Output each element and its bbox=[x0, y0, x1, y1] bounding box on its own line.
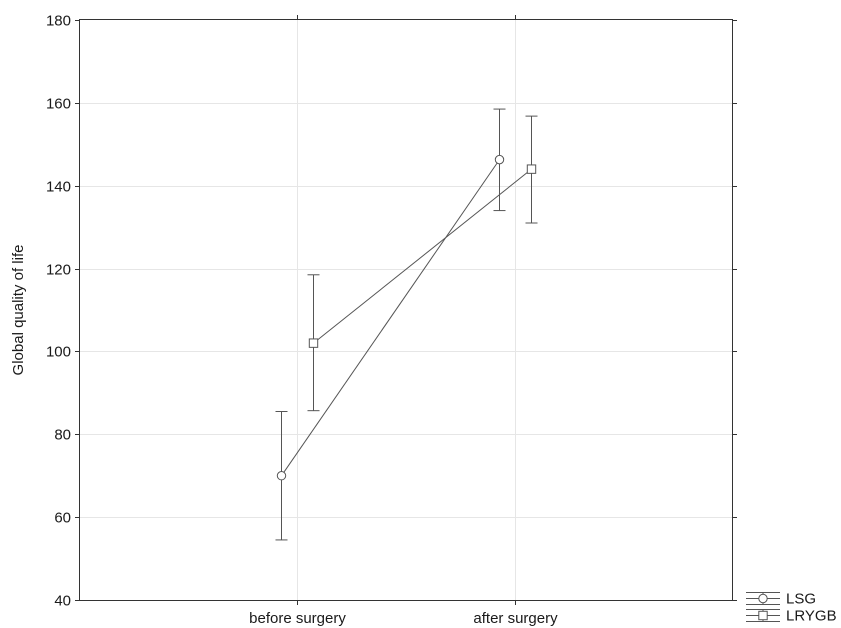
y-tick-label: 40 bbox=[54, 593, 71, 610]
grid bbox=[80, 20, 732, 600]
y-tick-label: 120 bbox=[46, 262, 71, 279]
y-axis: 40 60 80 100 120 140 160 180 bbox=[46, 13, 737, 610]
y-tick-label: 160 bbox=[46, 96, 71, 113]
y-tick-label: 100 bbox=[46, 344, 71, 361]
y-axis-label: Global quality of life bbox=[10, 245, 27, 376]
x-tick-label: before surgery bbox=[249, 610, 346, 627]
y-tick-label: 180 bbox=[46, 13, 71, 30]
y-tick-label: 80 bbox=[54, 427, 71, 444]
series-group bbox=[275, 108, 538, 541]
y-tick-label: 140 bbox=[46, 179, 71, 196]
series-line-lsg bbox=[281, 159, 500, 476]
data-point-lsg bbox=[494, 154, 505, 165]
plot-frame bbox=[79, 19, 733, 601]
y-tick-label: 60 bbox=[54, 510, 71, 527]
legend-label: LRYGB bbox=[786, 608, 837, 625]
x-tick-label: after surgery bbox=[473, 610, 558, 627]
legend-item-lrygb: LRYGB bbox=[746, 608, 837, 625]
x-axis: before surgery after surgery bbox=[249, 15, 558, 627]
legend-marker bbox=[758, 610, 768, 621]
data-point-lsg bbox=[276, 471, 287, 481]
data-point-lrygb bbox=[308, 338, 319, 348]
legend-label: LSG bbox=[786, 591, 816, 608]
data-point-lrygb bbox=[526, 164, 537, 174]
legend-item-lsg: LSG bbox=[746, 591, 816, 608]
legend-marker bbox=[758, 593, 768, 604]
series-line-lrygb bbox=[313, 168, 532, 344]
